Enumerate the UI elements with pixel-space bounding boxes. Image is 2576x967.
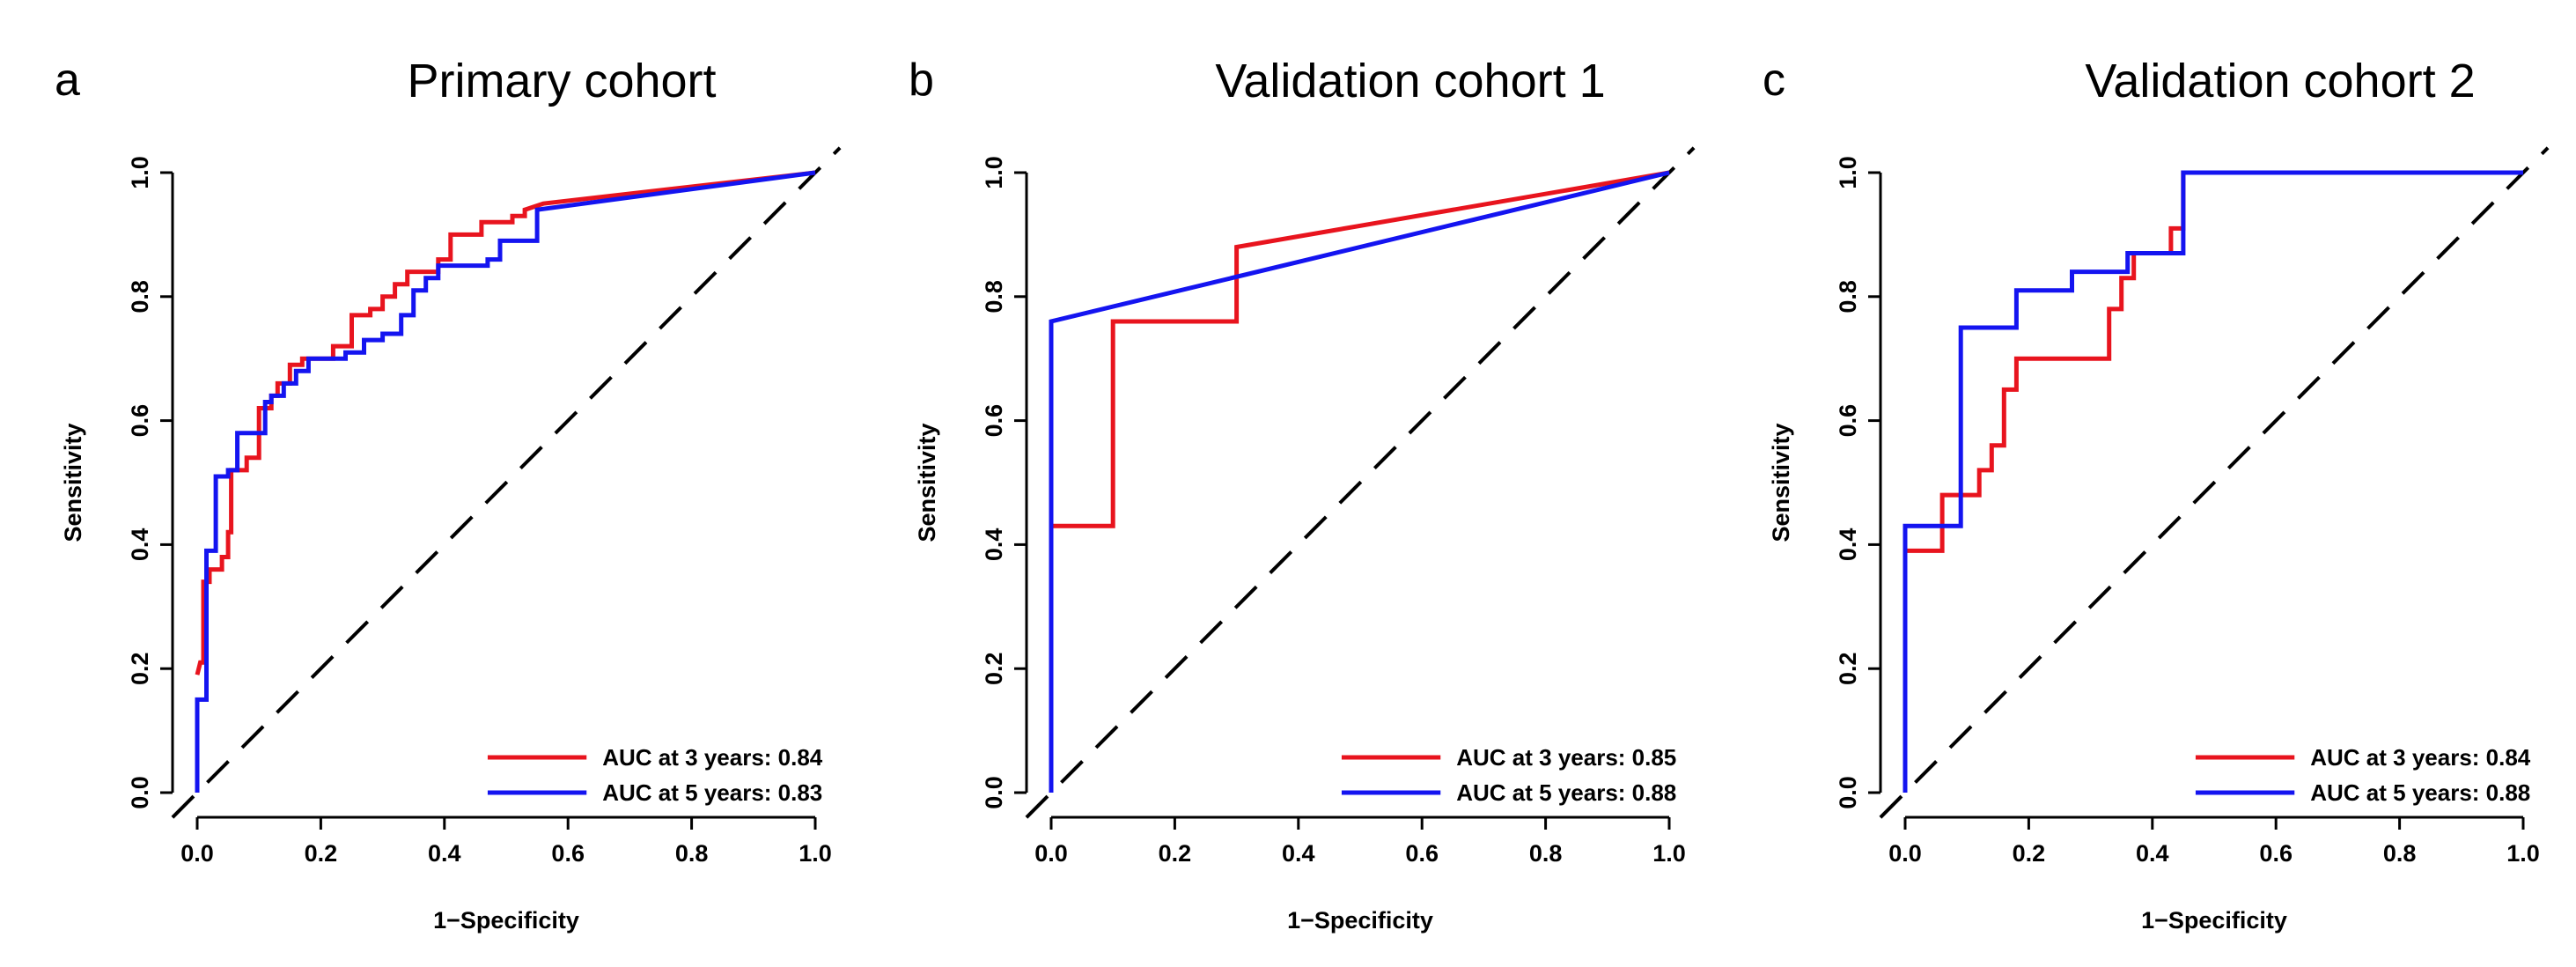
panel-title: Validation cohort 2	[2085, 55, 2475, 107]
y-tick-label: 0.4	[981, 528, 1007, 562]
y-tick-label: 0.8	[981, 280, 1007, 314]
y-axis-label: Sensitivity	[60, 423, 86, 542]
diagonal-reference-line	[1879, 146, 2550, 819]
x-tick-label: 1.0	[799, 840, 832, 867]
x-tick-label: 0.8	[675, 840, 709, 867]
y-tick-label: 0.4	[1835, 528, 1861, 562]
panel-b: b Validation cohort 1 0.0 0.2 0.4 0.6 0.8 1.0 0.…	[909, 55, 1696, 934]
roc-curve-3-years	[1905, 170, 2523, 553]
legend-entry: AUC at 5 years: 0.88	[2310, 779, 2530, 806]
legend-entry: AUC at 3 years: 0.85	[1456, 744, 1676, 771]
y-axis-label: Sensitivity	[1768, 423, 1794, 542]
x-tick-label: 0.4	[428, 840, 461, 867]
panel-letter: b	[909, 55, 934, 106]
y-tick-label: 0.8	[127, 280, 153, 314]
x-axis-label: 1−Specificity	[433, 907, 579, 934]
y-tick-label: 1.0	[127, 156, 153, 189]
legend-entry: AUC at 5 years: 0.88	[1456, 779, 1676, 806]
legend-entry: AUC at 5 years: 0.83	[602, 779, 822, 806]
panel-a: a Primary cohort 0.0 0.2 0.4 0.6 0.8 1.0 0.0 0.2 0…	[55, 55, 842, 934]
x-axis-label: 1−Specificity	[2141, 907, 2287, 934]
x-tick-label: 1.0	[2506, 840, 2540, 867]
roc-curve-3-years	[1051, 170, 1670, 528]
roc-curve-3-years	[195, 170, 816, 675]
roc-curve-5-years	[1049, 170, 1670, 793]
x-tick-label: 0.8	[2383, 840, 2417, 867]
y-tick-label: 0.2	[1835, 652, 1861, 685]
panel-c: c Validation cohort 2 0.0 0.2 0.4 0.6 0.8 1.0 0.…	[1763, 55, 2550, 934]
panel-title: Validation cohort 1	[1215, 55, 1605, 107]
y-tick-label: 0.0	[127, 776, 153, 809]
y-tick-label: 0.6	[981, 404, 1007, 438]
y-tick-label: 0.0	[981, 776, 1007, 809]
y-tick-label: 0.2	[981, 652, 1007, 685]
x-tick-label: 0.4	[2136, 840, 2169, 867]
x-tick-label: 0.0	[1888, 840, 1922, 867]
x-tick-label: 0.2	[305, 840, 338, 867]
x-tick-label: 0.0	[1034, 840, 1068, 867]
x-tick-label: 0.2	[1159, 840, 1192, 867]
x-tick-label: 0.0	[180, 840, 214, 867]
y-tick-label: 0.8	[1835, 280, 1861, 314]
legend-entry: AUC at 3 years: 0.84	[2310, 744, 2531, 771]
legend-entry: AUC at 3 years: 0.84	[602, 744, 823, 771]
roc-curve-5-years	[195, 170, 816, 793]
y-tick-label: 1.0	[1835, 156, 1861, 189]
roc-curve-5-years	[1903, 170, 2523, 793]
x-axis-label: 1−Specificity	[1287, 907, 1433, 934]
x-tick-label: 0.8	[1529, 840, 1563, 867]
x-tick-label: 0.6	[551, 840, 585, 867]
x-tick-label: 0.6	[2259, 840, 2293, 867]
x-tick-label: 0.6	[1405, 840, 1439, 867]
x-tick-label: 1.0	[1652, 840, 1686, 867]
y-tick-label: 1.0	[981, 156, 1007, 189]
panel-letter: a	[55, 55, 80, 106]
diagonal-reference-line	[171, 146, 842, 819]
y-axis-label: Sensitivity	[914, 423, 940, 542]
y-tick-label: 0.6	[127, 404, 153, 438]
diagonal-reference-line	[1025, 146, 1696, 819]
panel-title: Primary cohort	[407, 55, 716, 107]
y-tick-label: 0.6	[1835, 404, 1861, 438]
x-tick-label: 0.2	[2013, 840, 2046, 867]
y-tick-label: 0.2	[127, 652, 153, 685]
y-tick-label: 0.0	[1835, 776, 1861, 809]
x-tick-label: 0.4	[1282, 840, 1315, 867]
panel-letter: c	[1763, 55, 1785, 106]
y-tick-label: 0.4	[127, 528, 153, 562]
